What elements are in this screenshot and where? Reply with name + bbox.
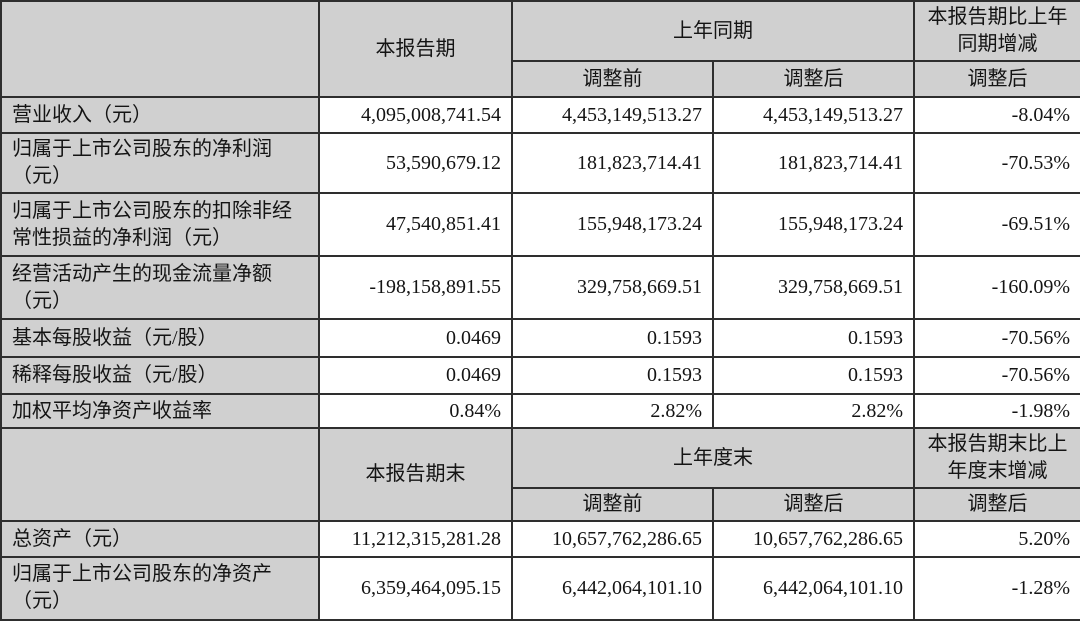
row-label: 归属于上市公司股东的扣除非经常性损益的净利润（元） — [0, 192, 320, 257]
value-prior-after: 0.1593 — [712, 356, 915, 395]
subheader-adjust-before: 调整前 — [511, 487, 714, 522]
subheader-change-adjust-after: 调整后 — [913, 487, 1080, 522]
value-current: 53,590,679.12 — [318, 132, 513, 194]
row-label: 总资产（元） — [0, 520, 320, 558]
row-label: 经营活动产生的现金流量净额（元） — [0, 255, 320, 320]
value-change: -8.04% — [913, 96, 1080, 134]
header-period-change: 本报告期比上年同期增减 — [913, 0, 1080, 62]
value-current: 4,095,008,741.54 — [318, 96, 513, 134]
value-current: 0.0469 — [318, 356, 513, 395]
value-change: -1.28% — [913, 556, 1080, 621]
value-current: 0.0469 — [318, 318, 513, 358]
value-prior-after: 10,657,762,286.65 — [712, 520, 915, 558]
table-row-diluted-eps: 稀释每股收益（元/股） 0.0469 0.1593 0.1593 -70.56% — [0, 356, 1080, 395]
header-prior-year-end: 上年度末 — [511, 427, 915, 489]
table-row-net-profit-excl-nonrecurring: 归属于上市公司股东的扣除非经常性损益的净利润（元） 47,540,851.41 … — [0, 192, 1080, 257]
table-row-revenue: 营业收入（元） 4,095,008,741.54 4,453,149,513.2… — [0, 96, 1080, 134]
value-prior-after: 0.1593 — [712, 318, 915, 358]
row-label: 归属于上市公司股东的净资产（元） — [0, 556, 320, 621]
value-current: 0.84% — [318, 393, 513, 429]
table-row-operating-cash-flow: 经营活动产生的现金流量净额（元） -198,158,891.55 329,758… — [0, 255, 1080, 320]
value-change: 5.20% — [913, 520, 1080, 558]
period-header-row-1: 本报告期 上年同期 本报告期比上年同期增减 — [0, 0, 1080, 98]
value-prior-before: 6,442,064,101.10 — [511, 556, 714, 621]
header-endperiod-change: 本报告期末比上年度末增减 — [913, 427, 1080, 489]
value-prior-after: 181,823,714.41 — [712, 132, 915, 194]
value-prior-before: 0.1593 — [511, 356, 714, 395]
value-prior-before: 155,948,173.24 — [511, 192, 714, 257]
value-prior-after: 329,758,669.51 — [712, 255, 915, 320]
endperiod-header-row-2: 调整前 调整后 调整后 — [1, 487, 1080, 522]
table-row-net-profit: 归属于上市公司股东的净利润（元） 53,590,679.12 181,823,7… — [0, 132, 1080, 194]
header-prior-period: 上年同期 — [511, 0, 915, 62]
value-prior-before: 2.82% — [511, 393, 714, 429]
table-row-weighted-avg-roe: 加权平均净资产收益率 0.84% 2.82% 2.82% -1.98% — [0, 393, 1080, 429]
row-label: 营业收入（元） — [0, 96, 320, 134]
period-header-row-2: 调整前 调整后 调整后 — [1, 60, 1080, 98]
value-prior-after: 4,453,149,513.27 — [712, 96, 915, 134]
table-row-net-assets: 归属于上市公司股东的净资产（元） 6,359,464,095.15 6,442,… — [0, 556, 1080, 621]
value-change: -160.09% — [913, 255, 1080, 320]
row-label: 加权平均净资产收益率 — [0, 393, 320, 429]
value-current: -198,158,891.55 — [318, 255, 513, 320]
value-current: 47,540,851.41 — [318, 192, 513, 257]
subheader-change-adjust-after: 调整后 — [913, 60, 1080, 98]
row-label: 归属于上市公司股东的净利润（元） — [0, 132, 320, 194]
value-current: 11,212,315,281.28 — [318, 520, 513, 558]
header-current-period-end: 本报告期末 — [318, 427, 513, 522]
value-change: -70.53% — [913, 132, 1080, 194]
corner-blank-cell — [0, 0, 320, 98]
table-row-basic-eps: 基本每股收益（元/股） 0.0469 0.1593 0.1593 -70.56% — [0, 318, 1080, 358]
value-change: -70.56% — [913, 356, 1080, 395]
value-prior-before: 181,823,714.41 — [511, 132, 714, 194]
corner-blank-cell — [0, 427, 320, 522]
subheader-adjust-before: 调整前 — [511, 60, 714, 98]
value-prior-after: 6,442,064,101.10 — [712, 556, 915, 621]
table-row-total-assets: 总资产（元） 11,212,315,281.28 10,657,762,286.… — [0, 520, 1080, 558]
value-prior-before: 10,657,762,286.65 — [511, 520, 714, 558]
row-label: 稀释每股收益（元/股） — [0, 356, 320, 395]
endperiod-header-row-1: 本报告期末 上年度末 本报告期末比上年度末增减 — [0, 427, 1080, 522]
header-current-period: 本报告期 — [318, 0, 513, 98]
value-current: 6,359,464,095.15 — [318, 556, 513, 621]
subheader-adjust-after: 调整后 — [712, 60, 915, 98]
value-prior-after: 2.82% — [712, 393, 915, 429]
value-prior-before: 0.1593 — [511, 318, 714, 358]
value-change: -70.56% — [913, 318, 1080, 358]
value-change: -69.51% — [913, 192, 1080, 257]
row-label: 基本每股收益（元/股） — [0, 318, 320, 358]
value-prior-before: 4,453,149,513.27 — [511, 96, 714, 134]
value-change: -1.98% — [913, 393, 1080, 429]
value-prior-after: 155,948,173.24 — [712, 192, 915, 257]
value-prior-before: 329,758,669.51 — [511, 255, 714, 320]
subheader-adjust-after: 调整后 — [712, 487, 915, 522]
